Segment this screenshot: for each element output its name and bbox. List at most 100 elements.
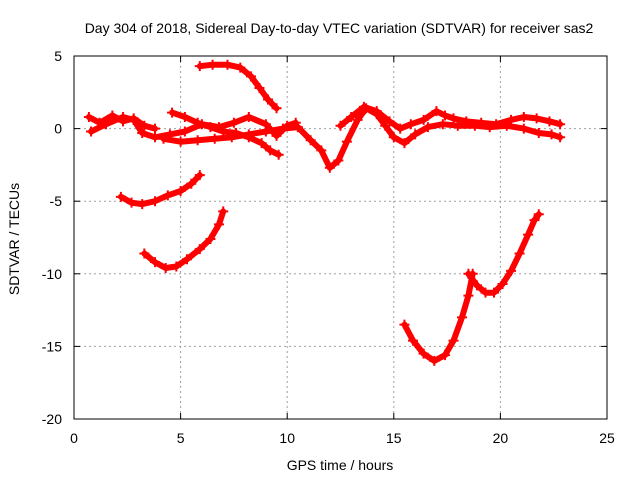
data-point: [139, 248, 150, 259]
data-point: [150, 132, 161, 143]
chart-title: Day 304 of 2018, Sidereal Day-to-day VTE…: [85, 20, 594, 36]
series-arc-e: [335, 101, 566, 134]
data-point: [100, 119, 111, 130]
series-trace: [196, 61, 280, 112]
data-point: [529, 215, 540, 226]
data-point: [167, 107, 178, 118]
data-point: [410, 129, 421, 140]
y-tick-label: -20: [42, 411, 62, 427]
data-point: [555, 132, 566, 143]
axis-ticks: 0 5 10 15 20 25 -20 -15 -10 -5 0 5: [42, 48, 615, 446]
data-point: [207, 59, 218, 70]
data-point: [371, 106, 382, 117]
data-point: [422, 122, 433, 133]
data-point: [83, 111, 94, 122]
data-point: [463, 290, 474, 301]
data-point: [437, 119, 448, 130]
data-point: [192, 135, 203, 146]
y-tick-label: 5: [54, 48, 62, 64]
data-point: [480, 287, 491, 298]
data-point: [388, 132, 399, 143]
data-point: [471, 280, 482, 291]
data-point: [243, 111, 254, 122]
data-point: [305, 135, 316, 146]
data-point: [181, 254, 192, 265]
data-point: [263, 94, 274, 105]
data-point: [235, 62, 246, 73]
data-point: [346, 111, 357, 122]
data-point: [518, 111, 529, 122]
data-point: [407, 335, 418, 346]
data-point: [476, 117, 487, 128]
data-point: [399, 138, 410, 149]
data-point: [533, 127, 544, 138]
data-point: [150, 257, 161, 268]
data-series: [83, 59, 566, 366]
data-point: [292, 122, 303, 133]
data-point: [265, 145, 276, 156]
data-point: [213, 219, 224, 230]
data-point: [192, 117, 203, 128]
data-point: [137, 127, 148, 138]
data-point: [194, 170, 205, 181]
data-point: [194, 244, 205, 255]
data-point: [316, 145, 327, 156]
data-point: [358, 101, 369, 112]
data-point: [506, 265, 517, 276]
data-point: [150, 196, 161, 207]
data-point: [461, 116, 472, 127]
data-point: [175, 186, 186, 197]
data-point: [162, 190, 173, 201]
y-tick-label: 0: [54, 121, 62, 137]
y-axis-label: SDTVAR / TECUs: [6, 183, 22, 295]
data-point: [245, 71, 256, 82]
y-tick-label: -15: [42, 338, 62, 354]
data-point: [555, 119, 566, 130]
data-point: [226, 132, 237, 143]
data-point: [514, 248, 525, 259]
x-tick-label: 20: [493, 430, 509, 446]
data-point: [126, 197, 137, 208]
data-point: [384, 116, 395, 127]
data-point: [115, 191, 126, 202]
data-point: [429, 355, 440, 366]
data-point: [352, 114, 363, 125]
series-arc-c: [167, 107, 284, 160]
data-point: [205, 122, 216, 133]
data-point: [497, 278, 508, 289]
series-arc-j: [463, 209, 544, 298]
data-point: [194, 61, 205, 72]
x-tick-label: 25: [599, 430, 615, 446]
data-point: [158, 133, 169, 144]
data-point: [218, 126, 229, 137]
x-tick-label: 5: [177, 430, 185, 446]
data-point: [171, 261, 182, 272]
data-point: [457, 312, 468, 323]
series-trace: [169, 109, 282, 158]
x-axis-label: GPS time / hours: [287, 457, 394, 473]
data-point: [395, 123, 406, 134]
data-point: [418, 348, 429, 359]
series-trace: [117, 172, 203, 208]
data-point: [546, 129, 557, 140]
data-point: [506, 114, 517, 125]
data-point: [439, 110, 450, 121]
x-tick-label: 15: [386, 430, 402, 446]
data-point: [533, 209, 544, 220]
series-arc-h: [139, 206, 229, 273]
data-point: [160, 262, 171, 273]
data-point: [209, 133, 220, 144]
data-point: [218, 206, 229, 217]
data-point: [179, 111, 190, 122]
y-tick-label: -5: [50, 193, 63, 209]
data-point: [439, 350, 450, 361]
data-point: [448, 113, 459, 124]
data-point: [418, 114, 429, 125]
series-arc-i: [399, 268, 478, 366]
data-point: [186, 178, 197, 189]
data-point: [531, 113, 542, 124]
data-point: [256, 138, 267, 149]
data-point: [523, 229, 534, 240]
data-point: [431, 106, 442, 117]
